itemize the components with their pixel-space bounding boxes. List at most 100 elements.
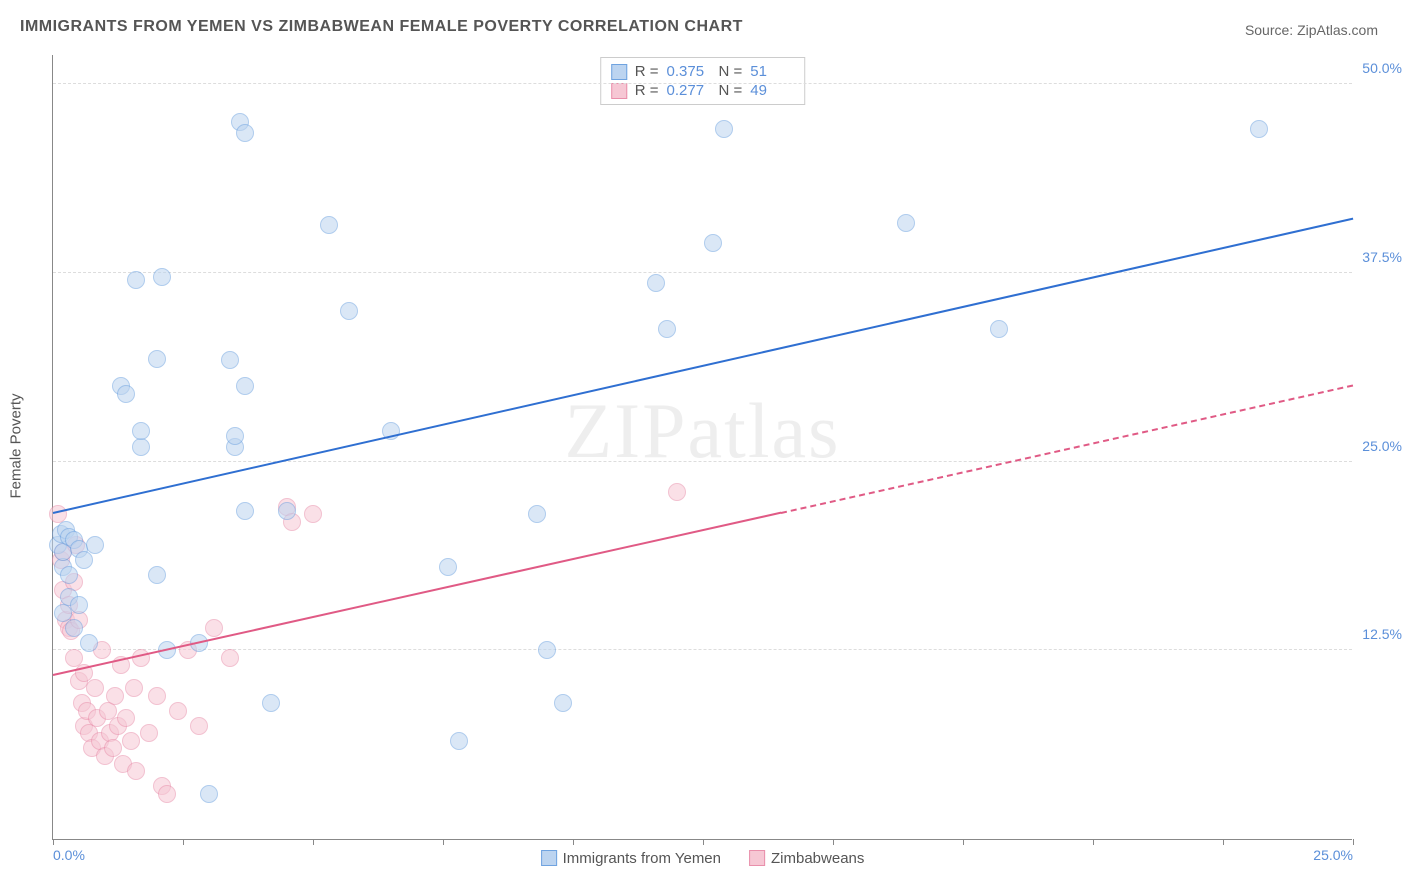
gridline-h: [53, 649, 1352, 650]
x-tick-mark: [313, 839, 314, 845]
swatch-icon: [749, 850, 765, 866]
scatter-point: [450, 732, 468, 750]
scatter-point: [122, 732, 140, 750]
scatter-point: [262, 694, 280, 712]
n-label: N =: [719, 63, 743, 80]
scatter-point: [236, 377, 254, 395]
x-tick-mark: [1223, 839, 1224, 845]
y-tick-label: 50.0%: [1358, 60, 1402, 76]
scatter-point: [554, 694, 572, 712]
y-tick-label: 25.0%: [1358, 438, 1402, 454]
scatter-point: [200, 785, 218, 803]
scatter-point: [60, 566, 78, 584]
y-tick-label: 37.5%: [1358, 249, 1402, 265]
trend-line: [53, 512, 781, 676]
scatter-point: [86, 679, 104, 697]
scatter-point: [221, 649, 239, 667]
scatter-point: [340, 302, 358, 320]
scatter-point: [54, 604, 72, 622]
x-tick-mark: [703, 839, 704, 845]
swatch-icon: [541, 850, 557, 866]
scatter-point: [278, 502, 296, 520]
scatter-point: [70, 596, 88, 614]
scatter-point: [990, 320, 1008, 338]
scatter-point: [704, 234, 722, 252]
chart-title: IMMIGRANTS FROM YEMEN VS ZIMBABWEAN FEMA…: [20, 18, 743, 36]
r-value: 0.277: [667, 82, 711, 99]
scatter-point: [236, 124, 254, 142]
n-label: N =: [719, 82, 743, 99]
scatter-point: [148, 687, 166, 705]
legend-item-series-1: Immigrants from Yemen: [541, 850, 721, 867]
swatch-icon: [611, 83, 627, 99]
scatter-point: [158, 785, 176, 803]
x-tick-mark: [1353, 839, 1354, 845]
y-tick-label: 12.5%: [1358, 626, 1402, 642]
scatter-point: [127, 271, 145, 289]
gridline-h: [53, 83, 1352, 84]
scatter-point: [75, 551, 93, 569]
x-tick-mark: [443, 839, 444, 845]
x-tick-mark: [53, 839, 54, 845]
gridline-h: [53, 272, 1352, 273]
scatter-point: [897, 214, 915, 232]
scatter-point: [80, 634, 98, 652]
r-value: 0.375: [667, 63, 711, 80]
scatter-point: [132, 649, 150, 667]
x-tick-mark: [573, 839, 574, 845]
x-tick-mark: [1093, 839, 1094, 845]
legend-label: Zimbabweans: [771, 850, 864, 867]
scatter-plot: ZIPatlas R = 0.375 N = 51 R = 0.277 N = …: [52, 55, 1352, 840]
scatter-point: [117, 385, 135, 403]
n-value: 51: [750, 63, 794, 80]
scatter-point: [190, 717, 208, 735]
scatter-point: [127, 762, 145, 780]
series-legend: Immigrants from Yemen Zimbabweans: [541, 850, 865, 867]
scatter-point: [304, 505, 322, 523]
scatter-point: [205, 619, 223, 637]
scatter-point: [715, 120, 733, 138]
scatter-point: [226, 427, 244, 445]
scatter-point: [148, 566, 166, 584]
source-attribution: Source: ZipAtlas.com: [1245, 22, 1378, 38]
r-label: R =: [635, 63, 659, 80]
trend-line: [53, 218, 1353, 514]
scatter-point: [538, 641, 556, 659]
legend-item-series-2: Zimbabweans: [749, 850, 864, 867]
scatter-point: [1250, 120, 1268, 138]
legend-label: Immigrants from Yemen: [563, 850, 721, 867]
scatter-point: [132, 422, 150, 440]
y-axis-label: Female Poverty: [8, 393, 25, 498]
gridline-h: [53, 461, 1352, 462]
scatter-point: [439, 558, 457, 576]
scatter-point: [668, 483, 686, 501]
scatter-point: [148, 350, 166, 368]
scatter-point: [140, 724, 158, 742]
scatter-point: [153, 268, 171, 286]
scatter-point: [169, 702, 187, 720]
watermark: ZIPatlas: [565, 386, 841, 476]
x-tick-mark: [963, 839, 964, 845]
correlation-legend: R = 0.375 N = 51 R = 0.277 N = 49: [600, 57, 806, 105]
x-tick-label: 25.0%: [1313, 847, 1353, 863]
trend-line-dashed: [781, 384, 1353, 513]
scatter-point: [528, 505, 546, 523]
scatter-point: [647, 274, 665, 292]
source-name: ZipAtlas.com: [1297, 22, 1378, 38]
scatter-point: [658, 320, 676, 338]
x-tick-label: 0.0%: [53, 847, 85, 863]
swatch-icon: [611, 64, 627, 80]
source-label: Source:: [1245, 22, 1293, 38]
n-value: 49: [750, 82, 794, 99]
x-tick-mark: [833, 839, 834, 845]
x-tick-mark: [183, 839, 184, 845]
scatter-point: [106, 687, 124, 705]
scatter-point: [117, 709, 135, 727]
legend-row-series-1: R = 0.375 N = 51: [611, 62, 795, 81]
scatter-point: [125, 679, 143, 697]
scatter-point: [86, 536, 104, 554]
scatter-point: [65, 619, 83, 637]
scatter-point: [221, 351, 239, 369]
r-label: R =: [635, 82, 659, 99]
scatter-point: [236, 502, 254, 520]
